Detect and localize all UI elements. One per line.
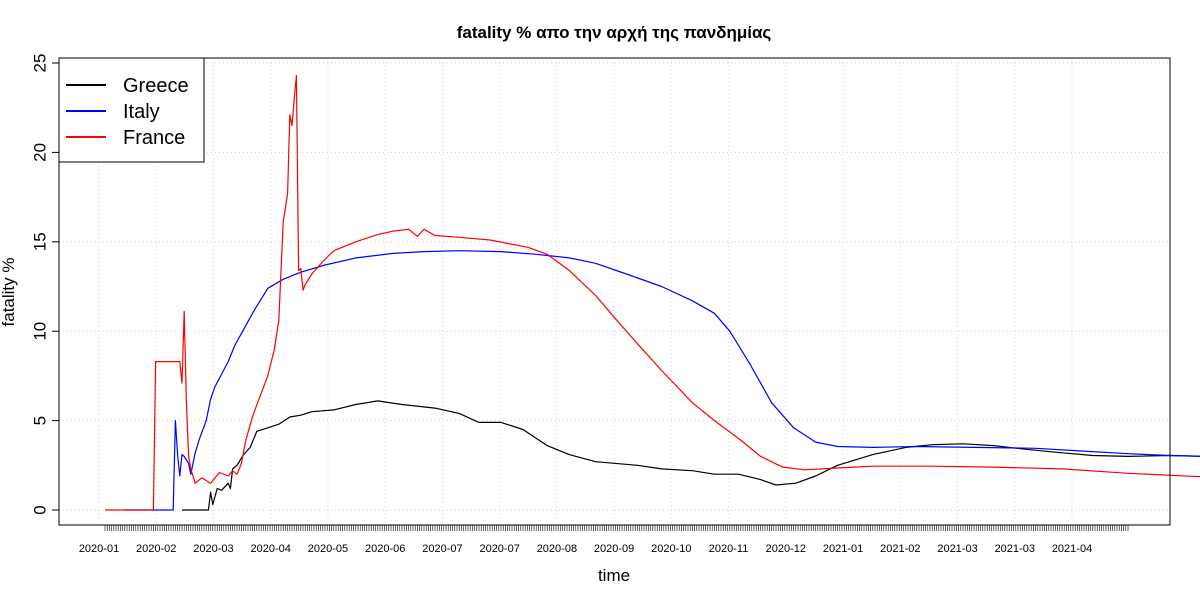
series-line-france: [105, 74, 1200, 511]
x-tick-label: 2021-03: [937, 543, 977, 555]
x-tick-label: 2020-06: [365, 543, 405, 555]
x-tick-label: 2020-03: [193, 543, 233, 555]
x-tick-label: 2020-05: [308, 543, 348, 555]
x-tick-label: 2020-12: [766, 543, 806, 555]
x-tick-label: 2021-02: [880, 543, 920, 555]
x-tick-label: 2020-02: [136, 543, 176, 555]
x-tick-label: 2020-04: [251, 543, 291, 555]
x-tick-label: 2020-11: [709, 543, 749, 555]
x-tick-label: 2020-07: [479, 543, 519, 555]
x-tick-marks: [104, 525, 1129, 531]
y-axis: 0 5 10 15 20 25: [30, 54, 60, 515]
chart-title: fatality % απο την αρχή της πανδημίας: [457, 23, 772, 42]
y-tick-label: 0: [30, 505, 49, 514]
x-tick-label: 2020-08: [537, 543, 577, 555]
x-tick-label: 2020-07: [422, 543, 462, 555]
legend: Greece Italy France: [58, 57, 205, 163]
x-tick-label: 2021-04: [1052, 543, 1092, 555]
x-tick-label: 2020-09: [594, 543, 634, 555]
y-axis-label: fatality %: [0, 258, 18, 327]
x-axis-label: time: [598, 566, 630, 585]
series-line-greece: [182, 400, 1200, 511]
x-tick-label: 2021-03: [995, 543, 1035, 555]
x-axis: 2020-01 2020-02 2020-03 2020-04 2020-05 2020-…: [79, 525, 1129, 555]
legend-label-france: France: [123, 127, 185, 149]
legend-label-italy: Italy: [123, 101, 160, 123]
x-tick-label: 2020-01: [79, 543, 119, 555]
y-tick-label: 20: [30, 143, 49, 162]
x-tick-label: 2020-10: [651, 543, 691, 555]
y-tick-label: 15: [30, 232, 49, 251]
y-tick-label: 10: [30, 322, 49, 341]
x-tick-label: 2021-01: [823, 543, 863, 555]
y-tick-label: 25: [30, 54, 49, 73]
series-line-italy: [124, 250, 1200, 511]
series-layer: [105, 74, 1200, 511]
legend-label-greece: Greece: [123, 75, 189, 97]
y-tick-label: 5: [30, 416, 49, 425]
